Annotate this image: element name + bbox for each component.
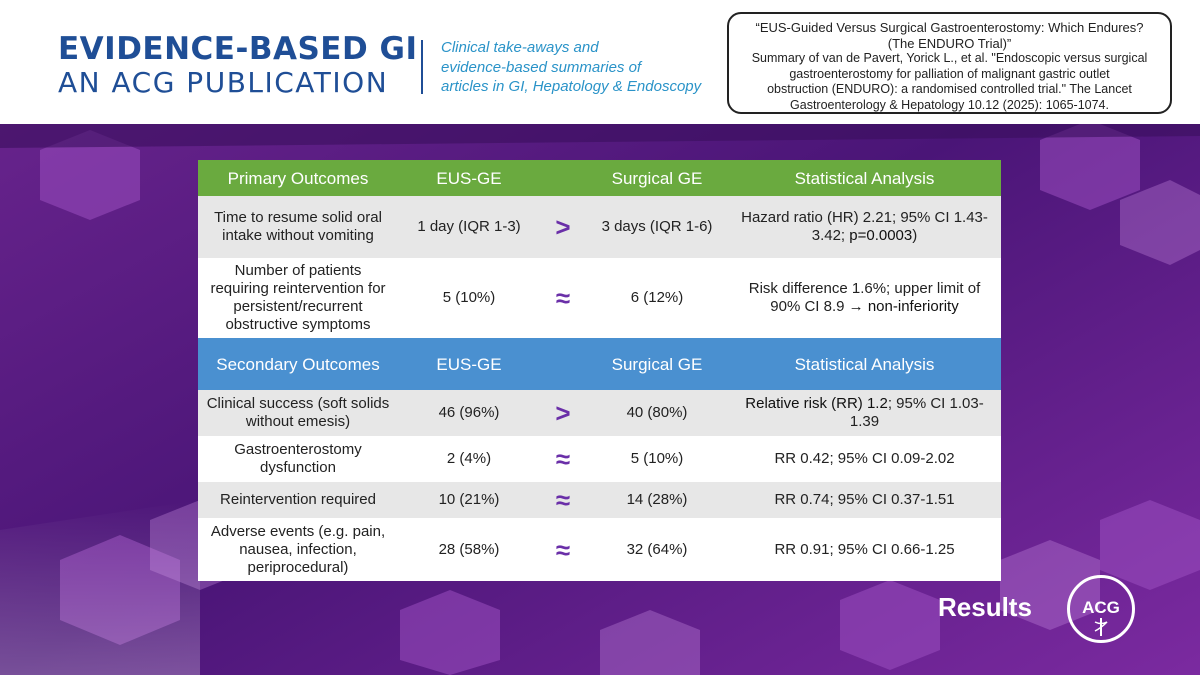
tagline-line: evidence-based summaries of	[441, 58, 642, 76]
stats-cell: RR 0.74; 95% CI 0.37-1.51	[774, 491, 955, 508]
table-row: Adverse events (e.g. pain, nausea, infec…	[198, 518, 1001, 581]
stats-cell: Hazard ratio (HR) 2.21; 95% CI 1.43-3.42…	[741, 209, 988, 244]
acg-logo: ACG	[1067, 575, 1135, 643]
outcome-cell: Number of patients requiring reintervent…	[210, 262, 386, 333]
header-outcome: Primary Outcomes	[227, 168, 369, 188]
outcome-cell: Clinical success (soft solids without em…	[206, 395, 390, 430]
comparison-symbol: ≈	[555, 283, 571, 313]
citation-line: obstruction (ENDURO): a randomised contr…	[767, 82, 1132, 96]
table-row: Reintervention required 10 (21%) ≈ 14 (2…	[198, 482, 1001, 518]
header: EVIDENCE-BASED GI AN ACG PUBLICATION Cli…	[0, 0, 1200, 124]
table-row: Number of patients requiring reintervent…	[198, 258, 1001, 338]
table-row: Gastroenterostomy dysfunction 2 (4%) ≈ 5…	[198, 436, 1001, 482]
citation-title: (The ENDURO Trial)”	[887, 35, 1012, 51]
stats-cell: RR 0.91; 95% CI 0.66-1.25	[774, 540, 955, 558]
comparison-symbol: ≈	[555, 485, 571, 515]
secondary-header-row: Secondary Outcomes EUS-GE Surgical GE St…	[198, 338, 1001, 390]
citation-box: “EUS-Guided Versus Surgical Gastroentero…	[727, 12, 1172, 114]
logo-text: ACG	[1082, 598, 1120, 617]
outcome-cell: Time to resume solid oral intake without…	[214, 209, 382, 244]
header-surgical: Surgical GE	[611, 354, 703, 374]
eus-cell: 1 day (IQR 1-3)	[417, 218, 521, 235]
brand-title: EVIDENCE-BASED GI	[58, 31, 418, 67]
tagline: Clinical take-aways and evidence-based s…	[441, 38, 701, 97]
outcome-cell: Reintervention required	[220, 491, 376, 508]
surgical-cell: 3 days (IQR 1-6)	[601, 218, 713, 235]
primary-header-row: Primary Outcomes EUS-GE Surgical GE Stat…	[198, 160, 1001, 196]
surgical-cell: 32 (64%)	[626, 540, 688, 558]
section-label: Results	[938, 592, 1032, 622]
citation-line: Gastroenterology & Hepatology 10.12 (202…	[790, 97, 1109, 112]
comparison-symbol: ≈	[555, 534, 571, 565]
header-surgical: Surgical GE	[611, 168, 703, 188]
citation-line: gastroenterostomy for palliation of mali…	[789, 66, 1110, 81]
comparison-symbol: >	[555, 212, 571, 242]
surgical-cell: 6 (12%)	[630, 289, 684, 306]
table-row: Clinical success (soft solids without em…	[198, 390, 1001, 436]
eus-cell: 5 (10%)	[442, 289, 496, 306]
eus-cell: 2 (4%)	[446, 450, 492, 467]
header-stats: Statistical Analysis	[794, 354, 935, 374]
caduceus-icon	[1094, 618, 1108, 636]
header-stats: Statistical Analysis	[794, 168, 935, 188]
comparison-symbol: >	[555, 398, 571, 428]
stats-cell: RR 0.42; 95% CI 0.09-2.02	[774, 450, 955, 467]
surgical-cell: 14 (28%)	[626, 491, 688, 508]
citation-title: “EUS-Guided Versus Surgical Gastroentero…	[755, 20, 1144, 35]
stats-cell: Risk difference 1.6%; upper limit of 90%…	[748, 280, 981, 315]
outcome-cell: Gastroenterostomy dysfunction	[234, 441, 362, 476]
tagline-line: Clinical take-aways and	[441, 39, 599, 56]
results-table: Primary Outcomes EUS-GE Surgical GE Stat…	[198, 160, 1001, 581]
tagline-line: articles in GI, Hepatology & Endoscopy	[441, 78, 702, 95]
outcome-cell: Adverse events (e.g. pain, nausea, infec…	[210, 522, 386, 576]
stats-cell: Relative risk (RR) 1.2; 95% CI 1.03-1.39	[745, 395, 984, 430]
table-row: Time to resume solid oral intake without…	[198, 196, 1001, 258]
brand-divider	[421, 40, 423, 94]
eus-cell: 28 (58%)	[438, 540, 500, 558]
surgical-cell: 5 (10%)	[630, 450, 684, 467]
header-eus: EUS-GE	[436, 168, 502, 188]
header-outcome: Secondary Outcomes	[216, 354, 380, 374]
eus-cell: 10 (21%)	[438, 491, 500, 508]
header-eus: EUS-GE	[436, 354, 502, 374]
brand-subtitle: AN ACG PUBLICATION	[58, 66, 389, 99]
surgical-cell: 40 (80%)	[626, 404, 688, 421]
citation-line: Summary of van de Pavert, Yorick L., et …	[751, 51, 1148, 65]
eus-cell: 46 (96%)	[438, 404, 500, 421]
comparison-symbol: ≈	[555, 444, 571, 474]
